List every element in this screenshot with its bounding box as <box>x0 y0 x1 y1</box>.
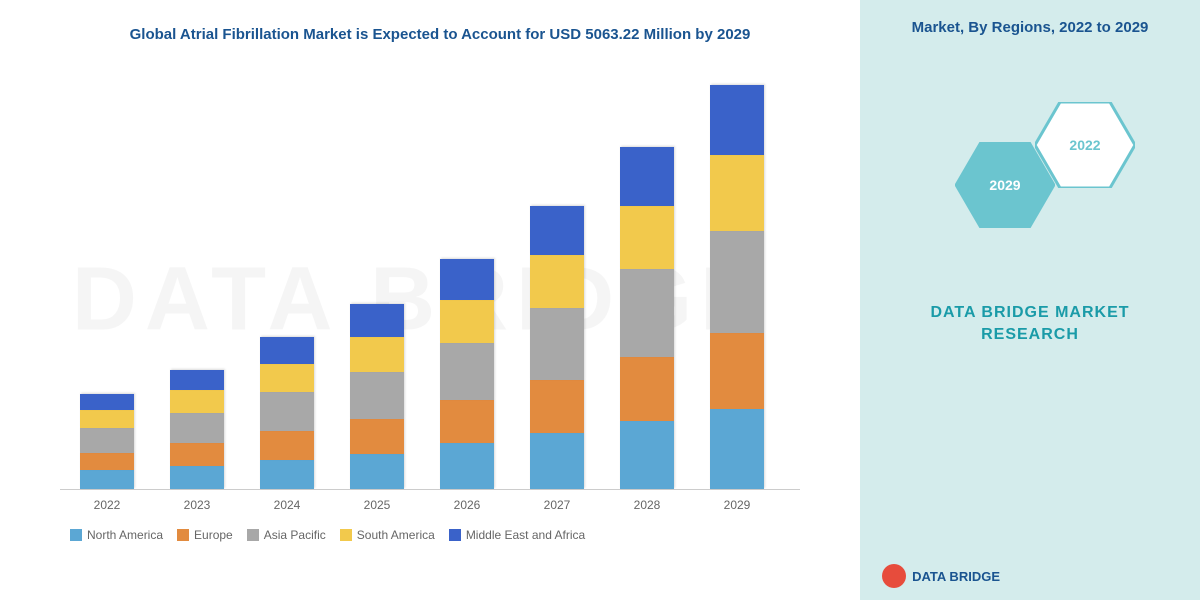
bar-segment <box>170 443 224 466</box>
bar-segment <box>80 410 134 428</box>
right-panel: Market, By Regions, 2022 to 2029 2029 20… <box>860 0 1200 600</box>
bar-segment <box>710 155 764 231</box>
bar-segment <box>80 394 134 409</box>
brand-text: DATA BRIDGE MARKET RESEARCH <box>860 302 1200 347</box>
bar-segment <box>170 370 224 390</box>
bar-segment <box>170 390 224 413</box>
bar-segment <box>260 364 314 393</box>
legend-label: Europe <box>194 528 233 542</box>
bar-segment <box>620 421 674 489</box>
x-axis-labels: 2022 2023 2024 2025 2026 2027 2028 2029 <box>60 498 820 518</box>
bar-segment <box>440 343 494 400</box>
bar-segment <box>530 255 584 308</box>
chart-plot <box>60 60 800 490</box>
footer-logo-text: DATA BRIDGE <box>912 569 1000 584</box>
bar-segment <box>350 337 404 372</box>
bar-segment <box>350 372 404 419</box>
legend-swatch <box>70 529 82 541</box>
bar-segment <box>260 392 314 431</box>
bar-segment <box>620 206 674 269</box>
bar-segment <box>260 431 314 460</box>
legend-label: South America <box>357 528 435 542</box>
bar-segment <box>350 304 404 337</box>
hex-2022: 2022 <box>1035 102 1135 188</box>
bar-segment <box>170 413 224 444</box>
bar-segment <box>440 443 494 488</box>
legend-item: Asia Pacific <box>247 528 326 542</box>
footer-logo: DATA BRIDGE <box>882 564 1000 588</box>
bar-segment <box>530 206 584 255</box>
legend-swatch <box>177 529 189 541</box>
logo-icon <box>882 564 906 588</box>
bar-segment <box>530 380 584 433</box>
hex-2022-label: 2022 <box>1069 137 1100 153</box>
x-axis-label: 2025 <box>350 498 404 512</box>
bar-segment <box>440 400 494 443</box>
bar-segment <box>350 454 404 489</box>
legend-swatch <box>247 529 259 541</box>
bar-segment <box>80 470 134 488</box>
bar-segment <box>530 433 584 488</box>
legend-swatch <box>340 529 352 541</box>
bar-segment <box>440 300 494 343</box>
legend-label: Middle East and Africa <box>466 528 585 542</box>
hex-2029-label: 2029 <box>989 177 1020 193</box>
brand-line2: RESEARCH <box>860 324 1200 346</box>
bar-segment <box>80 453 134 470</box>
x-axis-label: 2024 <box>260 498 314 512</box>
bar-segment <box>710 333 764 409</box>
bar-segment <box>710 409 764 489</box>
x-axis-label: 2028 <box>620 498 674 512</box>
legend-item: Europe <box>177 528 233 542</box>
legend-swatch <box>449 529 461 541</box>
bar-segment <box>350 419 404 454</box>
legend-label: Asia Pacific <box>264 528 326 542</box>
right-panel-title: Market, By Regions, 2022 to 2029 <box>860 0 1200 42</box>
bar-segment <box>260 460 314 489</box>
brand-line1: DATA BRIDGE MARKET <box>860 302 1200 324</box>
legend-item: South America <box>340 528 435 542</box>
bar-segment <box>710 231 764 333</box>
bar-segment <box>530 308 584 380</box>
chart-legend: North America Europe Asia Pacific South Ame… <box>60 528 820 542</box>
chart-title: Global Atrial Fibrillation Market is Exp… <box>60 20 820 50</box>
legend-item: North America <box>70 528 163 542</box>
legend-item: Middle East and Africa <box>449 528 585 542</box>
bar-segment <box>170 466 224 489</box>
bar-segment <box>440 259 494 300</box>
x-axis-label: 2023 <box>170 498 224 512</box>
x-axis-label: 2027 <box>530 498 584 512</box>
bar-segment <box>620 147 674 206</box>
legend-label: North America <box>87 528 163 542</box>
bar-segment <box>80 428 134 453</box>
x-axis-label: 2022 <box>80 498 134 512</box>
x-axis-label: 2026 <box>440 498 494 512</box>
bar-segment <box>620 357 674 420</box>
x-axis-label: 2029 <box>710 498 764 512</box>
hex-container: 2029 2022 <box>860 72 1200 272</box>
bar-segment <box>710 85 764 155</box>
bar-segment <box>260 337 314 364</box>
chart-area: Global Atrial Fibrillation Market is Exp… <box>60 20 820 560</box>
bar-segment <box>620 269 674 357</box>
